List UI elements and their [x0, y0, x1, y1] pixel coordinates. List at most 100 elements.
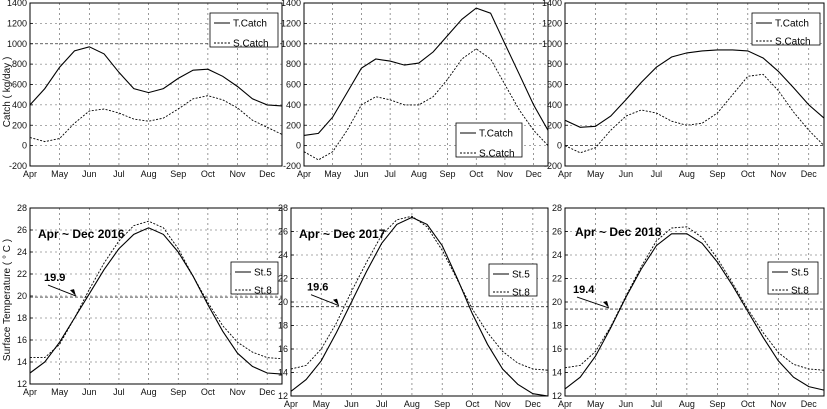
x-tick-label: Sep — [709, 399, 725, 409]
y-tick-label: 12 — [17, 379, 27, 389]
y-tick-label: 1200 — [542, 18, 562, 28]
x-tick-label: Jun — [619, 399, 634, 409]
series-line-t-catch — [29, 46, 283, 107]
series-line-t-catch — [303, 7, 549, 136]
x-tick-label: Apr — [284, 399, 298, 409]
threshold-arrow — [576, 296, 610, 309]
x-tick-label: May — [313, 399, 331, 409]
y-tick-label: 1400 — [7, 0, 27, 8]
y-tick-label: 1400 — [542, 0, 562, 8]
legend-box — [209, 12, 279, 48]
x-tick-label: Oct — [201, 169, 216, 179]
y-tick-label: 20 — [17, 291, 27, 301]
series-line-st-5 — [564, 233, 825, 391]
y-tick-label: 800 — [286, 59, 301, 69]
y-tick-label: 200 — [547, 120, 562, 130]
y-tick-label: 600 — [12, 80, 27, 90]
x-tick-label: Aug — [679, 169, 695, 179]
y-tick-label: 400 — [286, 100, 301, 110]
x-tick-label: Dec — [525, 399, 542, 409]
x-tick-label: Nov — [770, 169, 787, 179]
legend: St.5 St.8 — [767, 261, 819, 297]
chart-temp-2016: 12 14 16 18 20 22 24 26 28 Apr May Jun Jul Aug Sep Oct N… — [17, 203, 283, 397]
x-tick-label: May — [587, 169, 605, 179]
y-tick-label: 26 — [278, 227, 288, 237]
y-tick-label: 24 — [552, 250, 562, 260]
y-tick-label: 20 — [278, 297, 288, 307]
threshold-label: 19.6 — [307, 282, 328, 294]
legend-box — [455, 122, 523, 158]
series-line-t-catch — [564, 49, 825, 128]
y-tick-label: 18 — [17, 313, 27, 323]
legend-label: St.5 — [791, 268, 809, 279]
y-tick-label: 20 — [552, 297, 562, 307]
chart-catch-2017: -200 0 200 400 600 800 1000 1200 1400 Apr May Jun Ju… — [281, 0, 549, 179]
series-line-s-catch — [564, 73, 825, 154]
series-line-st-8 — [290, 215, 549, 371]
y-tick-label: 22 — [17, 269, 27, 279]
y-tick-label: 28 — [17, 203, 27, 213]
x-tick-label: Aug — [141, 387, 157, 397]
x-tick-label: Nov — [770, 399, 787, 409]
x-tick-label: Aug — [411, 169, 427, 179]
x-tick-label: Jun — [619, 169, 634, 179]
x-tick-label: Dec — [801, 169, 818, 179]
x-tick-label: Nov — [497, 169, 514, 179]
y-tick-label: 16 — [552, 344, 562, 354]
x-tick-label: Jun — [82, 387, 97, 397]
legend-label: S.Catch — [775, 37, 811, 48]
legend-label: S.Catch — [233, 39, 269, 50]
legend-label: St.8 — [512, 288, 530, 299]
x-tick-label: Jul — [113, 169, 125, 179]
x-tick-label: Sep — [434, 399, 450, 409]
threshold-arrow — [310, 294, 340, 307]
x-tick-label: Nov — [495, 399, 512, 409]
legend-box — [230, 261, 279, 295]
y-tick-label: 800 — [12, 59, 27, 69]
legend-label: T.Catch — [233, 19, 267, 30]
x-tick-label: Oct — [741, 399, 756, 409]
series-line-st-5 — [29, 227, 283, 375]
y-tick-label: 16 — [17, 335, 27, 345]
y-tick-label: 200 — [286, 120, 301, 130]
y-tick-label: 1000 — [542, 39, 562, 49]
panel-title: Apr ~ Dec 2016 — [38, 227, 125, 241]
x-tick-label: Jul — [651, 169, 663, 179]
x-tick-label: Apr — [558, 399, 572, 409]
y-tick-label: -200 — [544, 161, 562, 171]
legend-label: St.5 — [512, 270, 530, 281]
series-line-st-5 — [290, 216, 549, 397]
legend-label: T.Catch — [479, 129, 513, 140]
x-tick-label: Aug — [141, 169, 157, 179]
x-tick-label: Nov — [230, 387, 247, 397]
y-tick-label: 24 — [17, 247, 27, 257]
x-tick-label: Jun — [344, 399, 359, 409]
x-tick-label: Aug — [679, 399, 695, 409]
x-tick-label: May — [324, 169, 342, 179]
y-tick-label: 14 — [278, 368, 288, 378]
y-tick-label: 1200 — [281, 18, 301, 28]
y-tick-label: 1000 — [7, 39, 27, 49]
y-tick-label: 22 — [278, 274, 288, 284]
y-tick-label: 18 — [278, 321, 288, 331]
series-line-st-8 — [564, 226, 825, 371]
legend: St.5 St.8 — [230, 261, 279, 297]
x-tick-label: Dec — [259, 169, 276, 179]
catch-y-axis-label: Catch ( kg/day ) — [2, 57, 13, 128]
y-tick-label: 400 — [547, 100, 562, 110]
y-tick-label: 26 — [17, 225, 27, 235]
x-tick-label: May — [51, 387, 69, 397]
legend: St.5 St.8 — [488, 263, 538, 299]
threshold-arrow — [47, 284, 77, 297]
y-tick-label: 14 — [552, 368, 562, 378]
panel-title: Apr ~ Dec 2017 — [299, 227, 386, 241]
legend-label: St.8 — [254, 286, 272, 297]
y-tick-label: 28 — [552, 203, 562, 213]
x-tick-label: Oct — [469, 169, 484, 179]
legend-label: T.Catch — [775, 19, 809, 30]
legend-box — [767, 261, 819, 295]
chart-temp-2018: 12 14 16 18 20 22 24 26 28 Apr May Jun Jul Aug Sep Oct N… — [552, 203, 825, 409]
legend-label: St.5 — [254, 268, 272, 279]
threshold-arrowhead — [333, 298, 339, 306]
x-tick-label: Apr — [558, 169, 572, 179]
